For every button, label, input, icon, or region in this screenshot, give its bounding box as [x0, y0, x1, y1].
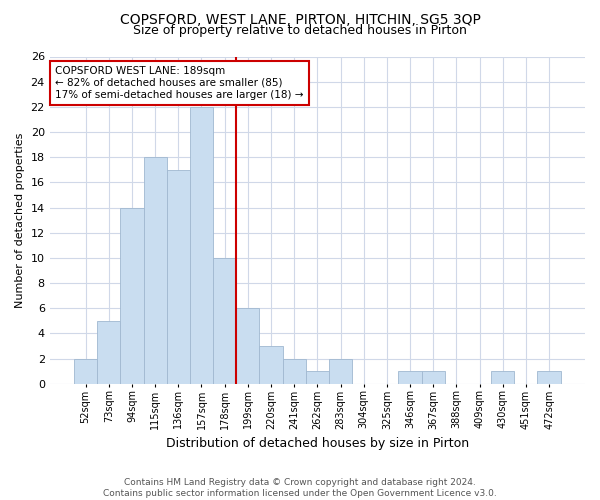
Bar — [213, 258, 236, 384]
Bar — [491, 371, 514, 384]
Bar — [306, 371, 329, 384]
Text: Size of property relative to detached houses in Pirton: Size of property relative to detached ho… — [133, 24, 467, 37]
Bar — [167, 170, 190, 384]
Bar — [236, 308, 259, 384]
Y-axis label: Number of detached properties: Number of detached properties — [15, 132, 25, 308]
X-axis label: Distribution of detached houses by size in Pirton: Distribution of detached houses by size … — [166, 437, 469, 450]
Bar — [97, 321, 121, 384]
Bar — [398, 371, 422, 384]
Bar — [259, 346, 283, 384]
Bar — [329, 358, 352, 384]
Bar — [422, 371, 445, 384]
Bar — [121, 208, 143, 384]
Text: COPSFORD WEST LANE: 189sqm
← 82% of detached houses are smaller (85)
17% of semi: COPSFORD WEST LANE: 189sqm ← 82% of deta… — [55, 66, 304, 100]
Bar — [190, 107, 213, 384]
Bar — [538, 371, 560, 384]
Text: COPSFORD, WEST LANE, PIRTON, HITCHIN, SG5 3QP: COPSFORD, WEST LANE, PIRTON, HITCHIN, SG… — [119, 12, 481, 26]
Bar — [143, 157, 167, 384]
Text: Contains HM Land Registry data © Crown copyright and database right 2024.
Contai: Contains HM Land Registry data © Crown c… — [103, 478, 497, 498]
Bar — [283, 358, 306, 384]
Bar — [74, 358, 97, 384]
